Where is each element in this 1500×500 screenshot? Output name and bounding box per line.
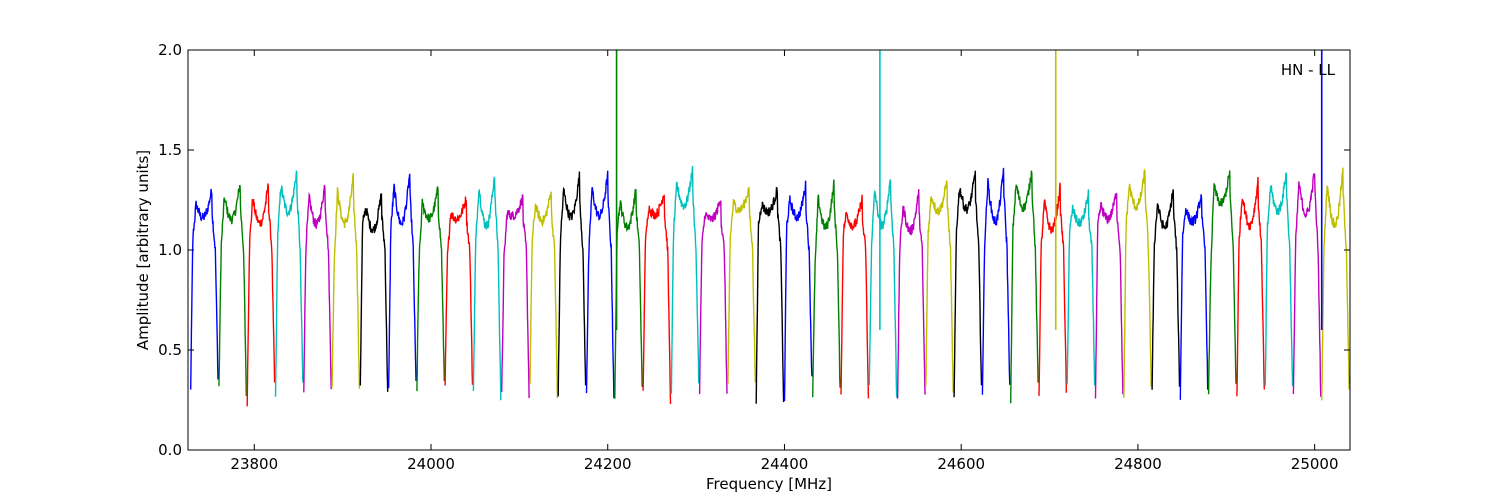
spectrum-channel-line <box>557 171 587 397</box>
x-tick-label: 23800 <box>230 455 278 473</box>
spectrum-channel-line <box>1094 192 1124 399</box>
y-tick-label: 1.0 <box>158 241 182 259</box>
x-tick-label: 24800 <box>1114 455 1162 473</box>
spectrum-channel-line <box>444 196 474 386</box>
spectrum-channel-line <box>387 173 417 389</box>
x-tick-label: 24000 <box>407 455 455 473</box>
chart-annotation: HN - LL <box>1281 61 1336 79</box>
spectrum-channel-line <box>1038 182 1067 396</box>
spectrum-channel-line <box>755 186 785 404</box>
spectrum-channel-line <box>1123 168 1152 398</box>
spectrum-channel-line <box>642 194 672 405</box>
spectrum-channel-line <box>698 200 728 395</box>
spectrum-channel-line <box>1151 189 1181 390</box>
spectrum-channel-line <box>472 176 502 401</box>
spectrum-channel-line <box>303 185 332 393</box>
x-tick-label: 25000 <box>1291 455 1339 473</box>
y-tick-label: 0.5 <box>158 341 182 359</box>
spectrum-channel-line <box>727 186 756 385</box>
x-axis-label: Frequency [MHz] <box>706 475 832 493</box>
spectrum-channel-line <box>981 167 1011 395</box>
x-tick-label: 24600 <box>937 455 985 473</box>
x-tick-label: 24400 <box>761 455 809 473</box>
ticks-layer: 23800 24000 24200 24400 24600 24800 25000 0.0 0.… <box>158 41 1350 473</box>
spectrum-channel-line <box>190 188 219 390</box>
spectrum-channel-line <box>896 189 926 399</box>
spectrum-channel-line <box>1321 167 1350 401</box>
spectrum-channel-line <box>529 191 559 399</box>
spectrum-channel-line <box>1264 172 1294 387</box>
spectrum-channel-line <box>246 183 276 407</box>
y-tick-label: 2.0 <box>158 41 182 59</box>
spectrum-channel-line <box>812 179 841 398</box>
spectrum-channel-line <box>868 179 898 398</box>
spectrum-channel-line <box>416 186 445 392</box>
spectrum-channel-line <box>925 180 954 393</box>
spectrum-channel-line <box>1349 338 1350 384</box>
spectrum-channel-line <box>1010 170 1039 404</box>
y-tick-label: 0.0 <box>158 441 182 459</box>
spectrum-channel-line <box>1066 189 1096 386</box>
series-layer <box>190 50 1350 407</box>
spectrum-channel-line <box>783 180 813 402</box>
spectrum-channel-line <box>585 170 615 399</box>
y-tick-label: 1.5 <box>158 141 182 159</box>
spectrum-channel-line <box>1236 176 1265 397</box>
spectrum-channel-line <box>614 189 643 399</box>
spectrum-channel-line <box>1179 194 1209 400</box>
spectrum-channel-line <box>953 170 983 398</box>
spectrum-channel-line <box>1292 173 1322 397</box>
y-axis-label: Amplitude [arbitrary units] <box>134 150 152 350</box>
spectrum-channel-line <box>274 170 304 397</box>
spectrum-channel-line <box>1207 170 1237 395</box>
spectrum-channel-line <box>670 165 700 394</box>
spectrum-channel-line <box>840 194 870 399</box>
spectrum-channel-line <box>218 184 247 397</box>
x-tick-label: 24200 <box>584 455 632 473</box>
spectrum-channel-line <box>501 194 530 399</box>
spectrum-channel-line <box>359 193 389 392</box>
spectrum-channel-line <box>331 173 361 389</box>
